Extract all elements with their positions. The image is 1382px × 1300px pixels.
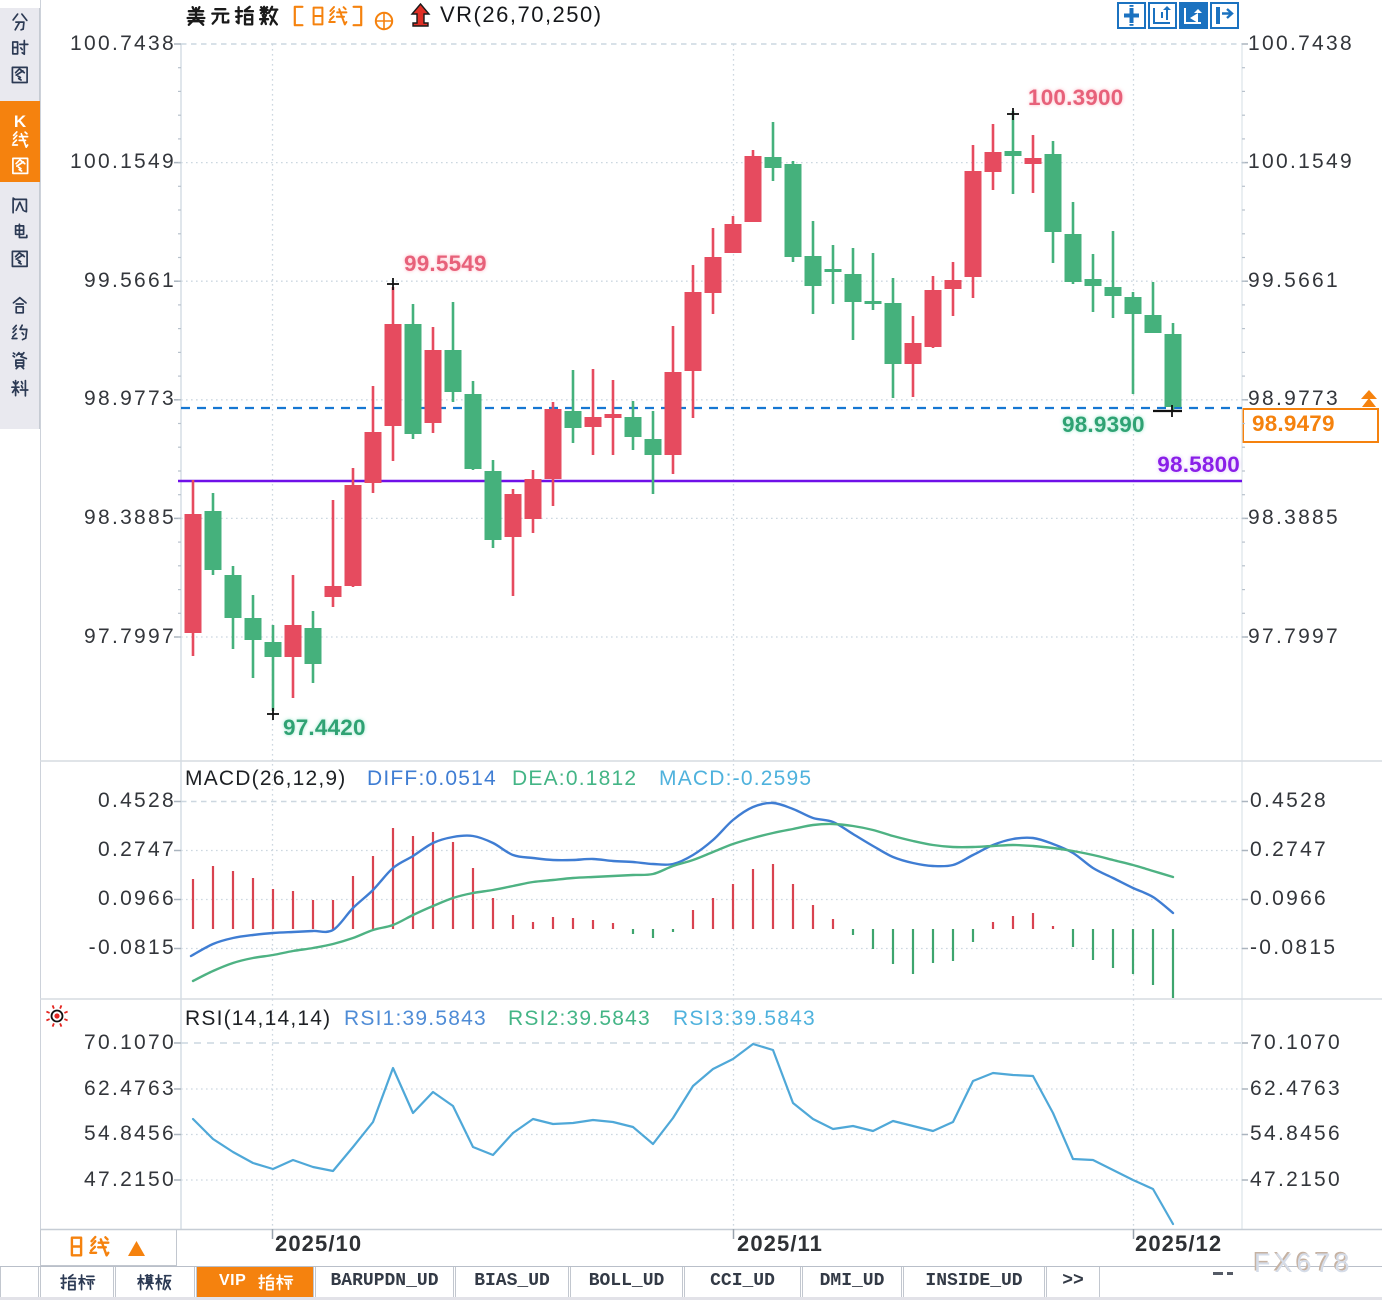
svg-text:K: K — [14, 112, 27, 131]
